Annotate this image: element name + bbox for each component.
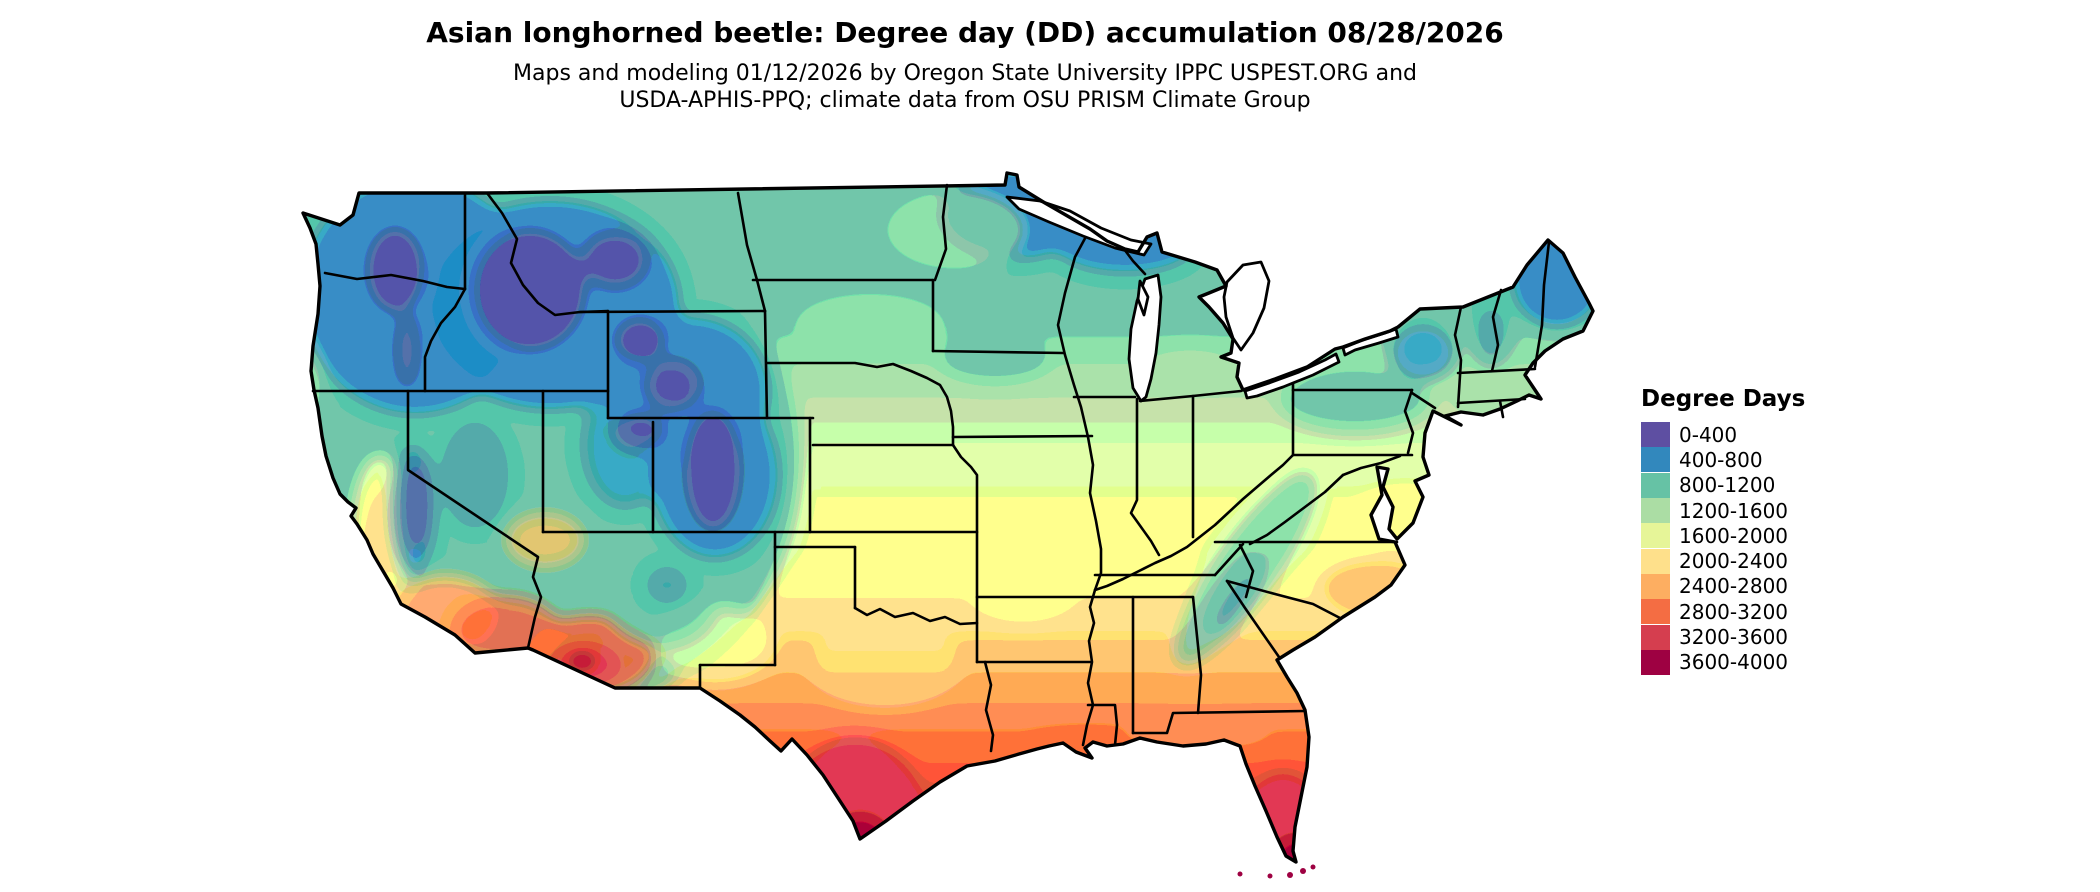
legend-label: 2000-2400 — [1679, 549, 1789, 574]
state-borders — [311, 183, 1551, 753]
legend-swatch — [1641, 649, 1670, 675]
conus-coastline — [301, 171, 1595, 864]
legend-item: 400-800 — [1641, 447, 1805, 473]
legend-item: 3600-4000 — [1641, 649, 1805, 675]
lake-huron — [1222, 260, 1271, 352]
legend-swatch — [1641, 422, 1670, 448]
legend-item: 1600-2000 — [1641, 523, 1805, 549]
map-subtitle-line1: Maps and modeling 01/12/2026 by Oregon S… — [513, 61, 1417, 86]
legend-item: 800-1200 — [1641, 472, 1805, 498]
lake-superior — [1005, 195, 1153, 257]
legend-title: Degree Days — [1641, 386, 1806, 412]
legend-swatch — [1641, 573, 1670, 599]
legend: Degree Days 0-400 400-800 800-1200 1200-160… — [1641, 386, 1805, 675]
legend-item: 2800-3200 — [1641, 599, 1805, 625]
legend-swatch — [1641, 548, 1670, 574]
legend-label: 3200-3600 — [1679, 625, 1789, 650]
legend-item: 2000-2400 — [1641, 548, 1805, 574]
florida-keys — [1237, 864, 1316, 879]
legend-label: 400-800 — [1679, 447, 1763, 472]
legend-item: 2400-2800 — [1641, 573, 1805, 599]
legend-label: 0-400 — [1679, 422, 1738, 447]
legend-label: 2800-3200 — [1679, 599, 1789, 624]
us-map-svg — [301, 171, 1595, 879]
green-bay — [1136, 279, 1150, 317]
map-header: Asian longhorned beetle: Degree day (DD)… — [295, 16, 1635, 114]
map-subtitle: Maps and modeling 01/12/2026 by Oregon S… — [295, 60, 1635, 114]
legend-swatch — [1641, 498, 1670, 524]
degree-day-raster — [303, 173, 1593, 862]
lake-michigan — [1127, 273, 1163, 403]
legend-label: 1200-1600 — [1679, 498, 1789, 523]
legend-rows: 0-400 400-800 800-1200 1200-1600 1600-2000 20… — [1641, 422, 1805, 675]
legend-label: 800-1200 — [1679, 473, 1776, 498]
map-subtitle-line2: USDA-APHIS-PPQ; climate data from OSU PR… — [619, 88, 1311, 113]
legend-item: 3200-3600 — [1641, 624, 1805, 650]
great-lakes — [1005, 195, 1400, 403]
legend-swatch — [1641, 599, 1670, 625]
legend-swatch — [1641, 472, 1670, 498]
legend-label: 3600-4000 — [1679, 650, 1789, 675]
map-title: Asian longhorned beetle: Degree day (DD)… — [426, 16, 1504, 49]
us-degree-day-map — [295, 145, 1625, 885]
legend-swatch — [1641, 447, 1670, 473]
legend-swatch — [1641, 624, 1670, 650]
legend-label: 1600-2000 — [1679, 523, 1789, 548]
lake-erie — [1243, 352, 1341, 400]
legend-label: 2400-2800 — [1679, 574, 1789, 599]
legend-item: 1200-1600 — [1641, 498, 1805, 524]
legend-swatch — [1641, 523, 1670, 549]
legend-item: 0-400 — [1641, 422, 1805, 448]
